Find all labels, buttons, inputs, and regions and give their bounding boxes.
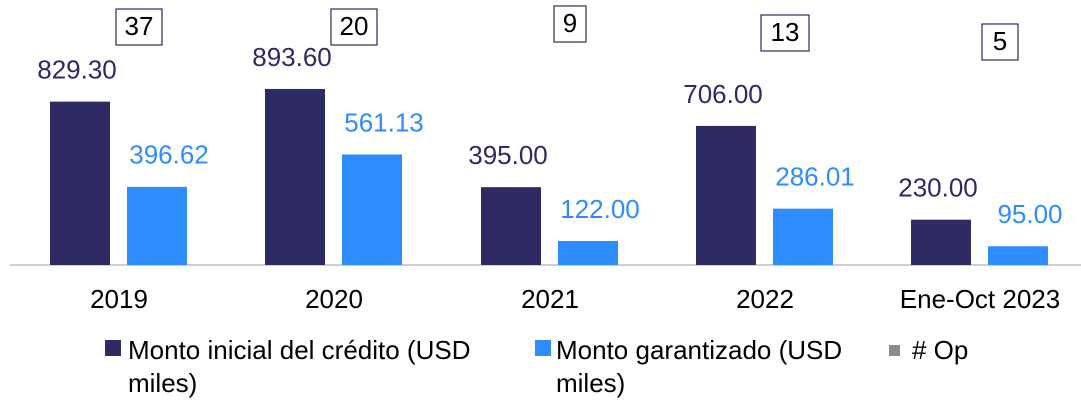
op-box — [760, 14, 810, 52]
bar — [696, 125, 756, 265]
data-label: 286.01 — [775, 162, 855, 192]
data-label: 395.00 — [468, 140, 548, 170]
data-label: 230.00 — [898, 173, 978, 203]
bar — [342, 154, 402, 265]
data-label: 561.13 — [344, 107, 424, 137]
legend-label: Monto garantizado (USD miles) — [556, 335, 843, 398]
x-tick-label: 2020 — [305, 284, 363, 314]
data-label: 829.30 — [37, 55, 117, 85]
legend-swatch — [105, 340, 121, 356]
bar — [50, 101, 110, 265]
op-box — [330, 8, 378, 46]
legend-swatch — [889, 345, 900, 356]
x-tick-label: 2021 — [521, 284, 579, 314]
data-label: 122.00 — [560, 194, 640, 224]
data-label: 396.62 — [129, 140, 209, 170]
op-box — [981, 23, 1019, 61]
bar — [988, 246, 1048, 265]
bar — [911, 219, 971, 265]
data-label: 893.60 — [252, 42, 332, 72]
x-tick-label: Ene-Oct 2023 — [900, 284, 1060, 314]
op-box — [553, 5, 587, 43]
bar — [558, 240, 618, 265]
legend-label: Monto inicial del crédito (USD miles) — [128, 335, 471, 398]
op-label: 20 — [340, 11, 369, 41]
data-label: 706.00 — [683, 79, 763, 109]
bar — [773, 208, 833, 265]
bar — [265, 88, 325, 265]
op-label: 9 — [563, 8, 577, 38]
op-label: 5 — [993, 26, 1007, 56]
bar — [127, 186, 187, 265]
data-label: 95.00 — [997, 199, 1062, 229]
legend-swatch — [535, 340, 551, 356]
op-label: 37 — [125, 11, 154, 41]
x-tick-label: 2022 — [736, 284, 794, 314]
x-tick-label: 2019 — [90, 284, 148, 314]
legend-label: # Op — [912, 335, 969, 365]
op-label: 13 — [771, 17, 800, 47]
bar — [481, 187, 541, 265]
op-box — [115, 8, 163, 46]
